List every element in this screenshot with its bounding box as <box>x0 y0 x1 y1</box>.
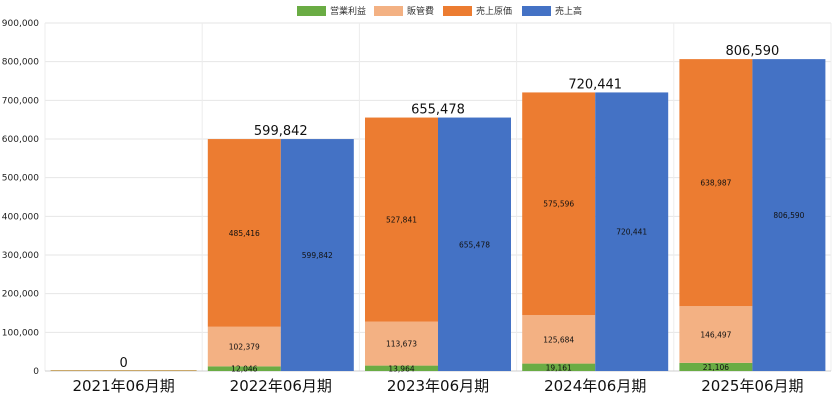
total-label: 655,478 <box>411 103 465 118</box>
y-tick-label: 0 <box>33 367 39 377</box>
bar-sga <box>679 306 753 363</box>
x-tick-label: 2023年06月期 <box>387 377 489 395</box>
y-tick-label: 900,000 <box>2 19 39 29</box>
label-revenue: 806,590 <box>773 211 804 220</box>
bar-operating_profit <box>679 362 753 371</box>
x-tick-label: 2025年06月期 <box>701 377 803 395</box>
label-cogs: 575,596 <box>543 200 574 209</box>
x-axis: 2021年06月期 2022年06月期 2023年06月期 2024年06月期 2025… <box>72 377 803 395</box>
bar-revenue <box>595 92 669 372</box>
x-tick-label: 2022年06月期 <box>230 377 332 395</box>
total-label: 0 <box>119 356 127 371</box>
label-cogs: 638,987 <box>700 179 731 188</box>
label-cogs: 485,416 <box>229 229 260 238</box>
bar-cogs <box>365 117 438 322</box>
legend-label: 売上高 <box>555 5 582 17</box>
bar-operating_profit <box>365 365 438 371</box>
y-axis: 0 100,000 200,000 300,000 400,000 500,000 600,… <box>2 19 39 377</box>
total-label: 720,441 <box>568 77 622 92</box>
bar-zero <box>50 370 197 371</box>
bar-revenue <box>438 117 511 371</box>
bar-cogs <box>207 139 281 327</box>
data-labels: 0 12,046 102,379 485,416 599,842 599,842 13,96… <box>119 44 804 374</box>
y-tick-label: 800,000 <box>2 58 39 68</box>
y-tick-label: 700,000 <box>2 96 39 106</box>
label-cogs: 527,841 <box>386 216 417 225</box>
label-operating_profit: 19,161 <box>546 363 572 372</box>
legend: 営業利益 販管費 売上原価 売上高 <box>297 5 582 17</box>
bar-sga <box>365 321 438 366</box>
label-revenue: 599,842 <box>302 251 333 260</box>
y-tick-label: 100,000 <box>2 328 39 338</box>
y-tick-label: 400,000 <box>2 212 39 222</box>
bar-sga <box>522 314 596 364</box>
label-sga: 146,497 <box>700 331 731 340</box>
legend-swatch <box>297 6 326 16</box>
bar-operating_profit <box>207 366 281 371</box>
total-label: 806,590 <box>726 44 780 59</box>
label-sga: 113,673 <box>386 340 417 349</box>
y-tick-label: 600,000 <box>2 135 39 145</box>
x-tick-label: 2021年06月期 <box>72 377 174 395</box>
label-operating_profit: 13,964 <box>388 364 414 373</box>
label-sga: 102,379 <box>229 343 260 352</box>
bar-operating_profit <box>522 363 596 371</box>
y-tick-label: 500,000 <box>2 174 39 184</box>
label-operating_profit: 12,046 <box>231 365 257 374</box>
bar-sga <box>207 326 281 367</box>
x-tick-label: 2024年06月期 <box>544 377 646 395</box>
legend-label: 営業利益 <box>330 5 366 17</box>
label-revenue: 655,478 <box>459 240 490 249</box>
bar-revenue <box>752 59 826 372</box>
label-sga: 125,684 <box>543 335 574 344</box>
bar-series <box>50 59 826 372</box>
label-operating_profit: 21,106 <box>703 363 729 372</box>
legend-swatch <box>522 6 551 16</box>
legend-label: 販管費 <box>407 5 434 17</box>
legend-swatch <box>374 6 403 16</box>
legend-swatch <box>443 6 472 16</box>
legend-label: 売上原価 <box>476 5 512 17</box>
y-tick-label: 200,000 <box>2 290 39 300</box>
bar-cogs <box>522 92 596 315</box>
total-label: 599,842 <box>254 124 308 139</box>
y-tick-label: 300,000 <box>2 251 39 261</box>
label-revenue: 720,441 <box>616 228 647 237</box>
bar-revenue <box>280 139 354 371</box>
bar-cogs <box>679 59 753 307</box>
